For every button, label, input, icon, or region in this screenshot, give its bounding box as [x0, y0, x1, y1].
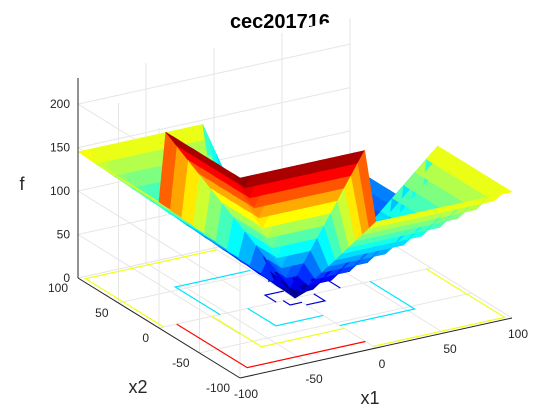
z-tick-label: 150: [50, 141, 70, 155]
axes-box: [77, 78, 513, 379]
x-tick-label: -50: [305, 372, 323, 386]
contour-projection: [83, 249, 507, 369]
contour-line: [83, 249, 217, 328]
contour-line: [263, 290, 284, 303]
y-axis-line: [77, 277, 241, 379]
contour-line: [282, 300, 303, 306]
y-tick-label: 50: [95, 306, 109, 320]
chart-title: cec201716: [230, 11, 330, 33]
surface-mesh: [77, 124, 513, 299]
x-tick-label: 100: [508, 327, 528, 341]
surface-patch: [493, 187, 513, 202]
x-axis-label: x1: [360, 388, 379, 408]
x-tick-label: -100: [234, 387, 258, 401]
contour-line: [173, 269, 251, 316]
z-axis-label: f: [19, 174, 25, 194]
z-tick-label: 200: [50, 97, 70, 111]
y-tick-label: -100: [206, 381, 230, 395]
z-tick-label: 0: [63, 271, 70, 285]
contour-line: [211, 315, 345, 348]
y-axis-label: x2: [128, 377, 147, 397]
x-tick-label: 0: [379, 357, 386, 371]
z-tick-label: 100: [50, 184, 70, 198]
z-tick-label: 50: [57, 228, 71, 242]
contour-line: [247, 307, 324, 327]
y-tick-label: 0: [142, 331, 149, 345]
contour-line: [176, 323, 366, 369]
contour-line: [339, 280, 417, 327]
contour-line: [306, 293, 327, 306]
contour-line: [373, 268, 507, 347]
x-tick-label: 50: [443, 342, 457, 356]
x-axis-line: [239, 317, 513, 379]
y-tick-label: -50: [172, 356, 190, 370]
y-tick-label: 100: [48, 281, 68, 295]
